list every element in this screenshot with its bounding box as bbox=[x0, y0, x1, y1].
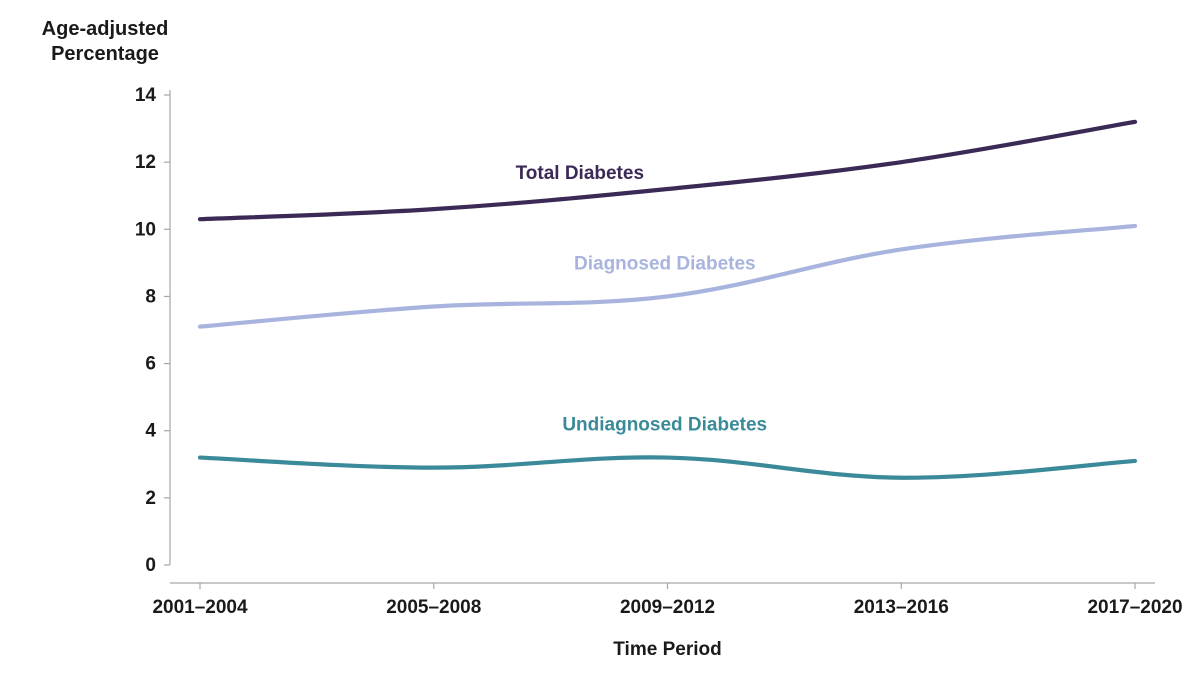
series-label: Total Diabetes bbox=[516, 163, 644, 184]
y-axis-title-line2: Percentage bbox=[51, 43, 159, 65]
x-axis-title: Time Period bbox=[613, 639, 721, 660]
y-tick-label: 10 bbox=[135, 219, 156, 240]
y-tick-label: 14 bbox=[135, 85, 157, 106]
y-tick-label: 6 bbox=[145, 354, 156, 375]
y-tick-label: 8 bbox=[145, 286, 156, 307]
x-tick-label: 2017–2020 bbox=[1087, 597, 1182, 618]
x-tick-label: 2001–2004 bbox=[152, 597, 248, 618]
series-line bbox=[200, 226, 1135, 327]
y-axis-title-line1: Age-adjusted bbox=[42, 18, 169, 40]
y-tick-label: 12 bbox=[135, 152, 156, 173]
x-tick-label: 2005–2008 bbox=[386, 597, 481, 618]
series-line bbox=[200, 457, 1135, 477]
y-tick-label: 0 bbox=[145, 555, 156, 576]
series-label: Undiagnosed Diabetes bbox=[562, 415, 767, 436]
x-tick-label: 2009–2012 bbox=[620, 597, 715, 618]
y-tick-label: 4 bbox=[145, 421, 156, 442]
series-label: Diagnosed Diabetes bbox=[574, 254, 756, 275]
line-chart: Age-adjusted Percentage 0 2 4 6 8 10 12 14 2001–20… bbox=[0, 0, 1200, 675]
x-tick-label: 2013–2016 bbox=[854, 597, 949, 618]
series-line bbox=[200, 122, 1135, 219]
y-tick-label: 2 bbox=[145, 488, 156, 509]
